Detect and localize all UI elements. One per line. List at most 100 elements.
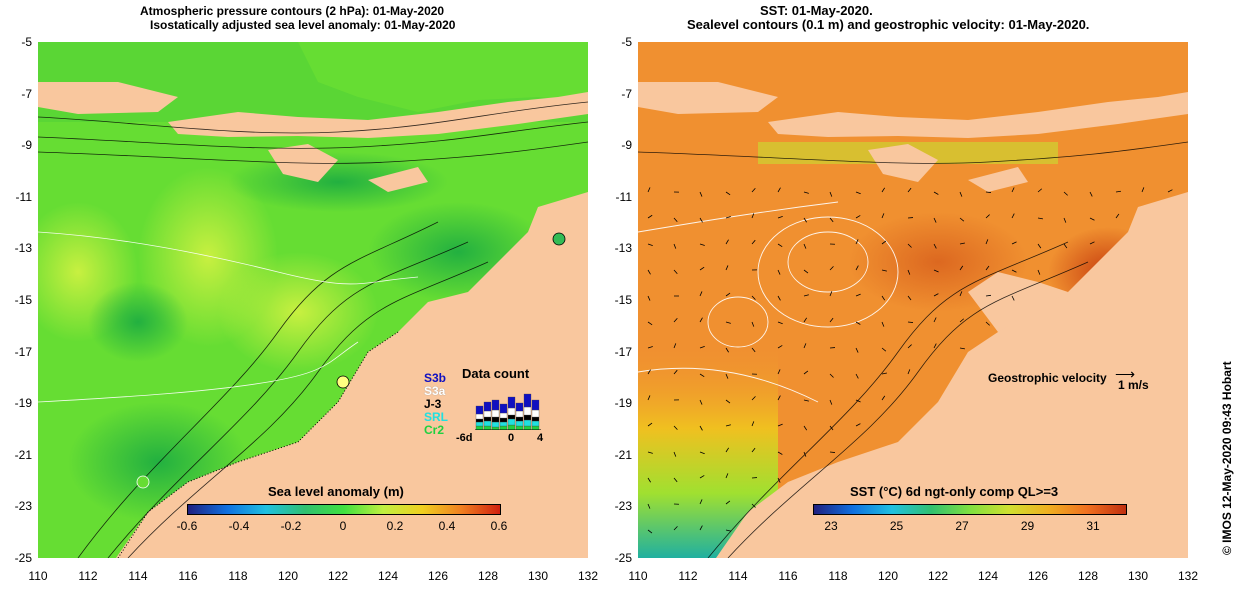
- velocity-vector: [933, 317, 937, 323]
- velocity-vector: [1089, 241, 1095, 245]
- velocity-vector: [985, 214, 990, 219]
- velocity-vector: [673, 369, 678, 375]
- velocity-vector: [985, 294, 992, 297]
- velocity-vector: [673, 243, 677, 249]
- x-tick-label: 126: [427, 569, 449, 583]
- velocity-vector: [881, 372, 887, 375]
- histogram-bar-segment: [531, 425, 540, 430]
- velocity-vector: [647, 321, 653, 326]
- y-tick-label: -19: [14, 396, 32, 411]
- velocity-vector: [647, 346, 653, 349]
- y-tick-label: -21: [14, 447, 32, 462]
- velocity-vector: [725, 265, 729, 271]
- y-tick-label: -17: [14, 344, 32, 359]
- velocity-vector: [1089, 217, 1095, 221]
- y-tick-label: -7: [621, 86, 632, 101]
- histogram-bar-segment: [491, 421, 500, 428]
- histogram-bar-segment: [515, 416, 524, 422]
- x-tick-label: 112: [78, 569, 98, 583]
- x-tick-label: 116: [178, 569, 198, 583]
- histogram-bar-segment: [531, 399, 540, 411]
- histogram-bar-segment: [499, 421, 508, 427]
- velocity-vector: [829, 291, 833, 297]
- histogram-bar-segment: [499, 425, 508, 430]
- velocity-vector: [1037, 188, 1043, 193]
- right-title-line2: Sealevel contours (0.1 m) and geostrophi…: [687, 17, 1090, 32]
- histogram-bar-segment: [523, 419, 532, 427]
- velocity-vector: [647, 369, 651, 375]
- velocity-vector: [725, 239, 729, 245]
- velocity-vector: [725, 500, 731, 505]
- x-tick-label: 120: [877, 569, 899, 583]
- velocity-vector: [725, 529, 731, 532]
- velocity-vector: [699, 373, 705, 378]
- y-tick-label: -5: [21, 35, 32, 49]
- velocity-vector: [1141, 187, 1145, 193]
- velocity-vector: [673, 318, 678, 323]
- velocity-vector: [933, 191, 939, 195]
- mission-label: J-3: [424, 397, 442, 411]
- velocity-vector: [959, 265, 964, 271]
- velocity-vector: [855, 373, 859, 379]
- velocity-vector: [1063, 243, 1068, 249]
- velocity-legend-label: Geostrophic velocity: [988, 371, 1107, 385]
- histogram-bar-segment: [475, 413, 484, 420]
- velocity-vector: [959, 217, 965, 222]
- histogram-bar-segment: [531, 420, 540, 427]
- velocity-vector: [933, 269, 939, 273]
- velocity-vector: [725, 424, 731, 427]
- velocity-vector: [699, 243, 705, 246]
- x-tick-label: 128: [1077, 569, 1099, 583]
- velocity-vector: [985, 321, 990, 326]
- colorbar-tick-label: -0.4: [228, 519, 250, 533]
- histogram-bar-segment: [523, 425, 532, 430]
- data-count-title: Data count: [462, 366, 530, 381]
- velocity-vector: [673, 451, 677, 457]
- velocity-vector: [855, 215, 861, 219]
- velocity-vector: [855, 399, 861, 403]
- velocity-vector: [881, 347, 887, 352]
- velocity-vector: [1089, 191, 1093, 197]
- velocity-vector: [881, 295, 886, 301]
- velocity-vector: [699, 345, 705, 349]
- velocity-vector: [777, 423, 783, 427]
- sla-map-graphic: [38, 42, 588, 558]
- velocity-vector: [829, 217, 834, 223]
- y-tick-label: -9: [621, 138, 632, 153]
- histogram-bar-segment: [507, 396, 516, 409]
- velocity-vector: [907, 269, 911, 275]
- velocity-vector: [1063, 191, 1068, 196]
- velocity-vector: [699, 399, 703, 405]
- x-tick-label: 114: [728, 569, 748, 583]
- colorbar-tick-label: 0.2: [386, 519, 404, 533]
- velocity-vector: [647, 422, 653, 427]
- histogram-bar-segment: [475, 405, 484, 415]
- velocity-vector: [959, 191, 963, 197]
- velocity-vector: [725, 473, 729, 479]
- histogram-bar-segment: [483, 401, 492, 412]
- velocity-vector: [647, 295, 651, 301]
- y-tick-label: -11: [15, 189, 32, 204]
- velocity-vector: [855, 423, 861, 427]
- velocity-vector: [777, 321, 783, 325]
- velocity-vector: [803, 243, 807, 249]
- velocity-vector: [699, 217, 703, 223]
- y-tick-label: -13: [614, 241, 632, 256]
- y-tick-label: -25: [14, 551, 32, 565]
- data-count-histogram: [475, 393, 541, 430]
- velocity-vector: [777, 269, 781, 275]
- velocity-vector: [1063, 217, 1067, 223]
- velocity-vector: [751, 321, 755, 327]
- velocity-vector: [647, 529, 653, 534]
- velocity-vector: [777, 345, 783, 349]
- velocity-vector: [777, 295, 781, 301]
- colorbar-tick-label: -0.6: [176, 519, 198, 533]
- x-tick-label: 120: [277, 569, 299, 583]
- histogram-bar-segment: [507, 418, 516, 426]
- velocity-vector: [751, 188, 756, 193]
- colorbar-tick-label: 0.4: [438, 519, 456, 533]
- histogram-bar-segment: [523, 406, 532, 416]
- velocity-vector: [803, 343, 807, 349]
- velocity-vector: [933, 343, 937, 349]
- australia-land: [116, 192, 588, 558]
